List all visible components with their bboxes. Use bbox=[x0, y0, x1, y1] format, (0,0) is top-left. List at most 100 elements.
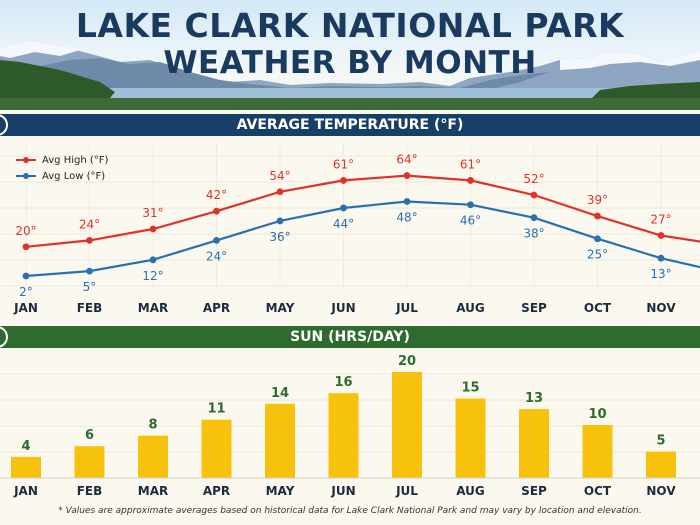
temperature-section-header: AVERAGE TEMPERATURE (°F) bbox=[0, 114, 700, 136]
temperature-line-chart: 20° 24° 31° 42° 54° 61° 64° 61° 52° 39° 27° 2° 5° 12°… bbox=[0, 144, 700, 315]
sun-chart-title: SUN (HRS/DAY) bbox=[290, 329, 410, 345]
x-tick-label: JUN bbox=[330, 484, 355, 498]
data-label: 5 bbox=[656, 434, 665, 449]
data-point bbox=[594, 212, 601, 220]
x-tick-label: APR bbox=[203, 484, 230, 498]
data-label: 39° bbox=[587, 193, 608, 207]
data-point bbox=[149, 225, 157, 233]
data-label: 12° bbox=[142, 269, 163, 283]
data-point bbox=[276, 217, 284, 225]
data-label: 42° bbox=[206, 188, 227, 202]
data-label: 48° bbox=[396, 210, 417, 224]
data-label: 20 bbox=[398, 354, 416, 369]
data-point bbox=[276, 188, 284, 196]
data-label: 61° bbox=[460, 157, 481, 171]
data-point bbox=[530, 191, 538, 199]
series-line-low bbox=[25, 200, 700, 278]
data-label: 13 bbox=[525, 391, 543, 406]
data-label: 8 bbox=[148, 418, 157, 433]
mountain-landscape-illustration bbox=[0, 40, 700, 110]
x-tick-label: SEP bbox=[521, 484, 547, 498]
x-tick-label: MAR bbox=[138, 484, 168, 498]
legend-high-label: Avg High (°F) bbox=[42, 154, 109, 166]
x-tick-label: FEB bbox=[77, 301, 103, 315]
data-label: 52° bbox=[523, 172, 544, 186]
x-tick-label: NOV bbox=[646, 301, 676, 315]
sun-bar bbox=[74, 446, 105, 478]
section-marker-icon bbox=[0, 326, 8, 348]
data-point bbox=[22, 243, 30, 251]
x-tick-label: APR bbox=[203, 301, 230, 315]
x-tick-label: OCT bbox=[584, 484, 612, 498]
sun-bar-chart: 4 6 8 11 14 16 20 15 13 10 5 JAN FEB MAR APR MAY JUN JUL A… bbox=[0, 354, 700, 498]
x-tick-label: NOV bbox=[646, 484, 676, 498]
data-label: 15 bbox=[461, 381, 479, 396]
data-label: 24° bbox=[206, 249, 227, 263]
data-point bbox=[213, 236, 220, 244]
data-point bbox=[467, 201, 474, 209]
data-label: 2° bbox=[19, 285, 33, 299]
data-point bbox=[403, 172, 411, 179]
data-point bbox=[467, 177, 474, 184]
footnote: * Values are approximate averages based … bbox=[58, 506, 642, 516]
data-label: 64° bbox=[396, 153, 417, 167]
section-marker-icon bbox=[0, 114, 8, 136]
legend-item-low: Avg Low (°F) bbox=[16, 168, 108, 184]
temperature-legend: Avg High (°F) Avg Low (°F) bbox=[16, 152, 108, 184]
sun-bar bbox=[582, 425, 613, 478]
x-tick-label: MAR bbox=[138, 301, 168, 315]
data-point bbox=[86, 267, 93, 275]
data-label: 27° bbox=[650, 213, 671, 227]
x-tick-label: AUG bbox=[456, 301, 485, 315]
x-tick-label: JUN bbox=[330, 301, 355, 315]
legend-low-swatch bbox=[16, 173, 36, 179]
data-point bbox=[530, 214, 538, 222]
data-label: 13° bbox=[650, 267, 671, 281]
x-tick-label: OCT bbox=[584, 301, 612, 315]
data-label: 5° bbox=[83, 280, 97, 294]
sun-bar bbox=[11, 456, 41, 478]
sun-bar bbox=[455, 398, 486, 478]
legend-high-swatch bbox=[16, 157, 36, 163]
data-point bbox=[340, 177, 347, 184]
x-tick-label: AUG bbox=[456, 484, 485, 498]
sun-bar bbox=[138, 435, 168, 478]
x-tick-label: JAN bbox=[13, 301, 38, 315]
x-tick-label: MAY bbox=[266, 484, 295, 498]
data-label: 24° bbox=[79, 217, 100, 231]
data-point bbox=[22, 272, 30, 280]
temperature-chart-title: AVERAGE TEMPERATURE (°F) bbox=[236, 117, 464, 133]
x-tick-label: FEB bbox=[77, 484, 103, 498]
data-label: 6 bbox=[85, 428, 94, 443]
data-label: 14 bbox=[271, 386, 289, 401]
x-tick-label: MAY bbox=[266, 301, 295, 315]
data-point bbox=[340, 204, 347, 212]
data-label: 54° bbox=[269, 169, 290, 183]
data-point bbox=[657, 254, 665, 262]
series-line-high bbox=[25, 174, 700, 248]
data-label: 25° bbox=[587, 248, 608, 262]
data-point bbox=[149, 256, 157, 264]
data-label: 38° bbox=[523, 227, 544, 241]
data-point bbox=[403, 198, 411, 205]
sun-bar bbox=[646, 451, 676, 478]
sun-bar bbox=[265, 403, 295, 478]
data-label: 36° bbox=[269, 230, 290, 244]
header-banner: LAKE CLARK NATIONAL PARK WEATHER BY MONT… bbox=[0, 0, 700, 110]
sun-bar bbox=[519, 409, 549, 478]
sun-bar bbox=[392, 372, 422, 478]
data-label: 20° bbox=[15, 224, 36, 238]
data-point bbox=[594, 235, 601, 243]
legend-item-high: Avg High (°F) bbox=[16, 152, 108, 168]
page-title: LAKE CLARK NATIONAL PARK bbox=[75, 6, 625, 45]
page-subtitle: WEATHER BY MONTH bbox=[163, 45, 537, 81]
data-label: 10 bbox=[588, 407, 606, 422]
sun-section-header: SUN (HRS/DAY) bbox=[0, 326, 700, 348]
data-label: 61° bbox=[333, 157, 354, 171]
data-label: 44° bbox=[333, 217, 354, 231]
legend-low-label: Avg Low (°F) bbox=[42, 170, 106, 182]
data-point bbox=[213, 207, 220, 215]
data-label: 16 bbox=[334, 375, 352, 390]
data-point bbox=[657, 232, 665, 239]
x-tick-label: JAN bbox=[13, 484, 38, 498]
